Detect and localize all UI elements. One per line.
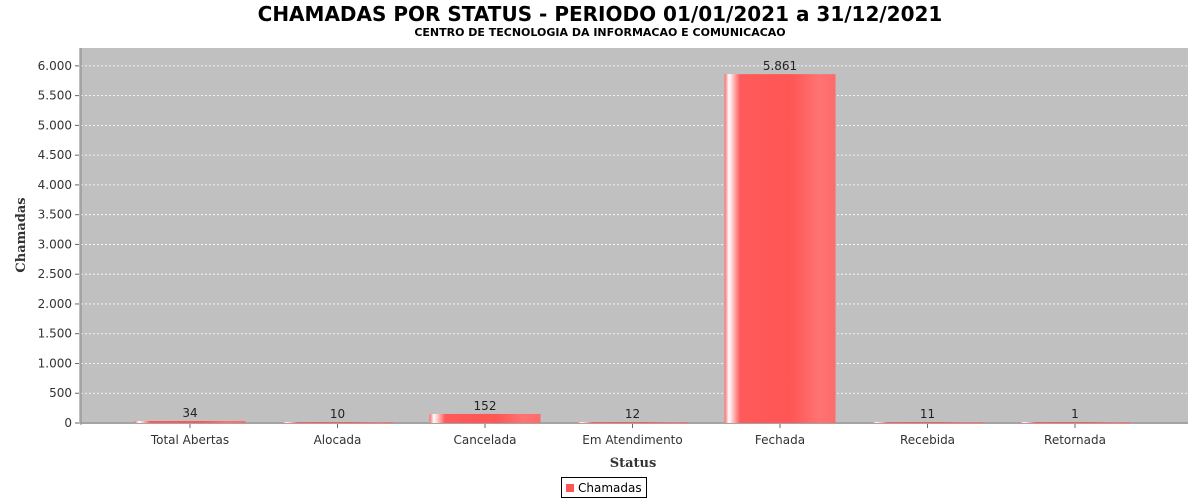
bar-fechada [724,74,836,423]
data-label: 152 [474,399,497,413]
y-tick-label: 6.000 [38,59,72,73]
bar-cancelada [429,413,541,423]
x-tick-label: Alocada [314,433,362,447]
y-tick-label: 500 [49,386,72,400]
data-label: 1 [1071,407,1079,421]
y-tick-label: 5.000 [38,118,72,132]
y-tick-label: 5.500 [38,89,72,103]
y-tick-label: 4.000 [38,178,72,192]
x-tick-label: Total Abertas [150,433,229,447]
bar-recebida [872,422,983,423]
y-tick-label: 3.500 [38,208,72,222]
x-tick-label: Fechada [755,433,805,447]
x-tick-label: Retornada [1044,433,1106,447]
y-tick-label: 2.500 [38,267,72,281]
bar-alocada [282,422,393,423]
bar-retornada [1019,422,1131,423]
legend: Chamadas [561,477,647,498]
data-label: 34 [182,406,197,420]
data-label: 10 [330,407,345,421]
legend-label: Chamadas [578,480,642,495]
x-axis-title: Status [610,456,657,471]
chart-title: CHAMADAS POR STATUS - PERIODO 01/01/2021… [257,2,943,26]
data-label: 12 [625,407,640,421]
grid-layer [81,65,1188,394]
label-layer: Total Abertas 34 Alocada 10 Cancelada 152 Em A… [150,59,1106,447]
y-tick-label: 0 [64,416,72,430]
data-label: 11 [920,407,935,421]
x-tick-label: Cancelada [454,433,517,447]
y-tick-label: 1.500 [38,327,72,341]
x-tick-label: Recebida [900,433,955,447]
legend-swatch [566,483,574,492]
y-tick-label: 4.500 [38,148,72,162]
plot-area [79,48,1188,424]
y-axis-title: Chamadas [14,197,29,272]
y-tick-label: 3.000 [38,237,72,251]
x-tick-label: Em Atendimento [582,433,682,447]
bar-em-atendimento [577,422,688,423]
y-tick-label: 2.000 [38,297,72,311]
bar-layer [134,74,1131,423]
data-label: 5.861 [763,59,797,73]
y-tick-label: 1.000 [38,356,72,370]
bar-total-abertas [134,420,246,423]
chart-subtitle: CENTRO DE TECNOLOGIA DA INFORMACAO E COM… [414,26,786,39]
